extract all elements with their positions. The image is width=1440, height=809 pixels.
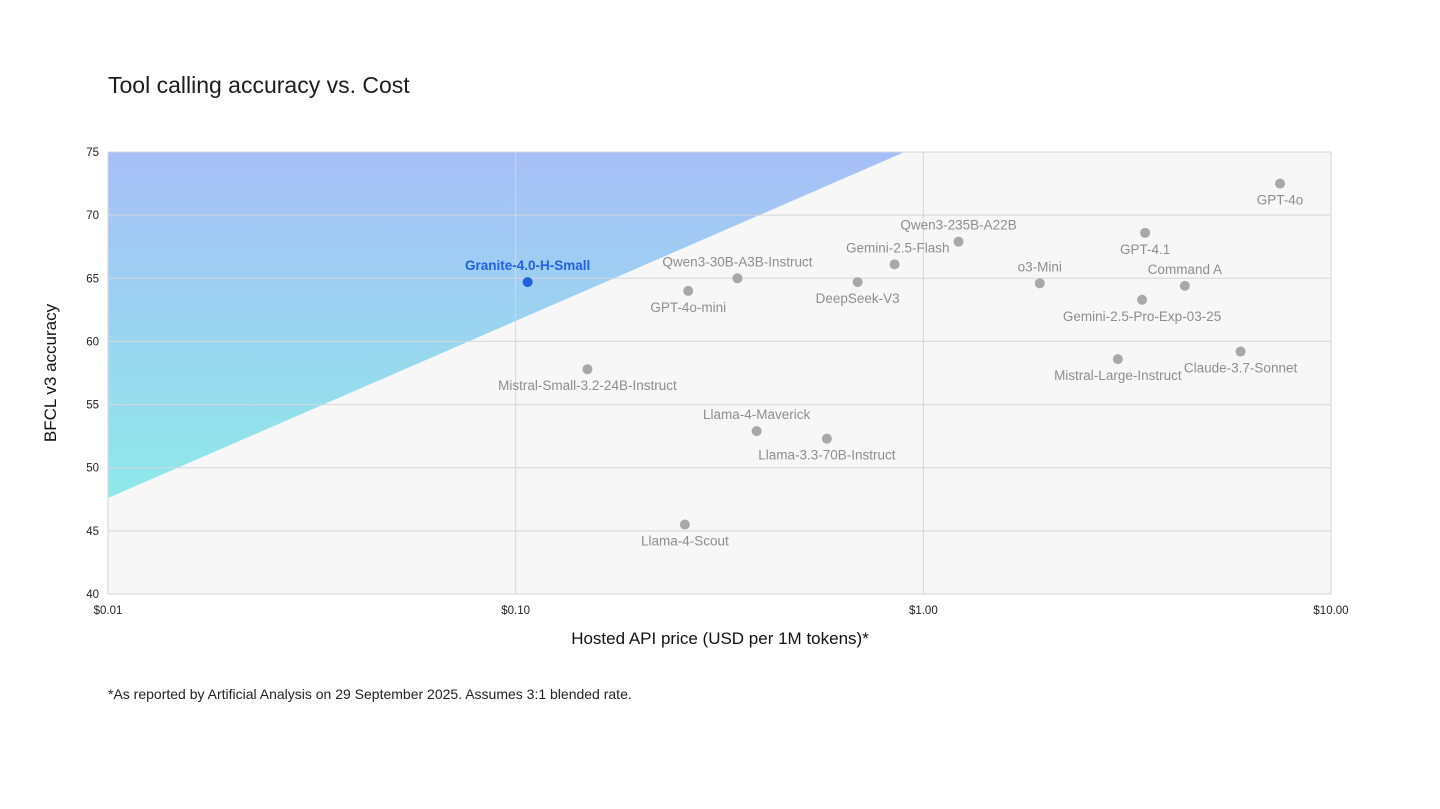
x-tick-label: $10.00 xyxy=(1313,605,1348,617)
data-point xyxy=(889,259,900,270)
efficiency-region xyxy=(108,152,905,499)
data-point xyxy=(1034,278,1045,289)
x-tick-label: $0.10 xyxy=(501,605,530,617)
point-label: Llama-4-Scout xyxy=(641,534,729,549)
x-axis-ticks: $0.01 $0.10 $1.00 $10.00 xyxy=(94,605,1349,617)
data-point xyxy=(953,236,964,247)
point-label: Gemini-2.5-Flash xyxy=(846,240,950,255)
data-point xyxy=(821,433,832,444)
y-tick-label: 55 xyxy=(86,400,99,412)
y-tick-label: 75 xyxy=(86,147,99,159)
y-tick-label: 50 xyxy=(86,463,99,475)
point-label: Mistral-Small-3.2-24B-Instruct xyxy=(498,378,677,393)
x-axis-title: Hosted API price (USD per 1M tokens)* xyxy=(571,629,869,648)
point-label: Granite-4.0-H-Small xyxy=(465,258,590,273)
point-label: Llama-3.3-70B-Instruct xyxy=(758,448,896,463)
data-point xyxy=(683,285,694,296)
gridlines xyxy=(107,151,1332,595)
data-point xyxy=(582,364,593,375)
footnote: *As reported by Artificial Analysis on 2… xyxy=(108,686,632,702)
data-points: Granite-4.0-H-Small GPT-4o-mini Qwen3-30B-… xyxy=(465,178,1304,549)
y-axis-title: BFCL v3 accuracy xyxy=(41,303,60,442)
data-point xyxy=(1112,354,1123,365)
x-tick-label: $0.01 xyxy=(94,605,123,617)
point-label: GPT-4.1 xyxy=(1120,242,1170,257)
data-point xyxy=(1137,294,1148,305)
point-label: GPT-4o xyxy=(1257,193,1304,208)
y-tick-label: 70 xyxy=(86,210,99,222)
data-point xyxy=(522,277,533,288)
x-tick-label: $1.00 xyxy=(909,605,938,617)
y-axis-ticks: 40 45 50 55 60 65 70 75 xyxy=(86,147,99,601)
point-label: Llama-4-Maverick xyxy=(703,407,811,422)
y-tick-label: 40 xyxy=(86,589,99,601)
chart-title: Tool calling accuracy vs. Cost xyxy=(108,72,410,98)
point-label: Gemini-2.5-Pro-Exp-03-25 xyxy=(1063,309,1221,324)
data-point xyxy=(1235,346,1246,357)
point-label: DeepSeek-V3 xyxy=(816,291,900,306)
point-label: o3-Mini xyxy=(1018,259,1062,274)
point-label: Qwen3-235B-A22B xyxy=(900,218,1016,233)
y-tick-label: 60 xyxy=(86,336,99,348)
data-point xyxy=(852,277,863,288)
y-tick-label: 45 xyxy=(86,526,99,538)
data-point xyxy=(732,273,743,284)
data-point xyxy=(1179,280,1190,291)
point-label: Command A xyxy=(1148,262,1222,277)
data-point xyxy=(679,519,690,530)
data-point xyxy=(751,426,762,437)
point-label: Mistral-Large-Instruct xyxy=(1054,368,1182,383)
data-point xyxy=(1140,227,1151,238)
point-label: Claude-3.7-Sonnet xyxy=(1184,361,1298,376)
data-point xyxy=(1275,178,1286,189)
point-label: GPT-4o-mini xyxy=(650,300,726,315)
point-label: Qwen3-30B-A3B-Instruct xyxy=(662,254,812,269)
y-tick-label: 65 xyxy=(86,273,99,285)
